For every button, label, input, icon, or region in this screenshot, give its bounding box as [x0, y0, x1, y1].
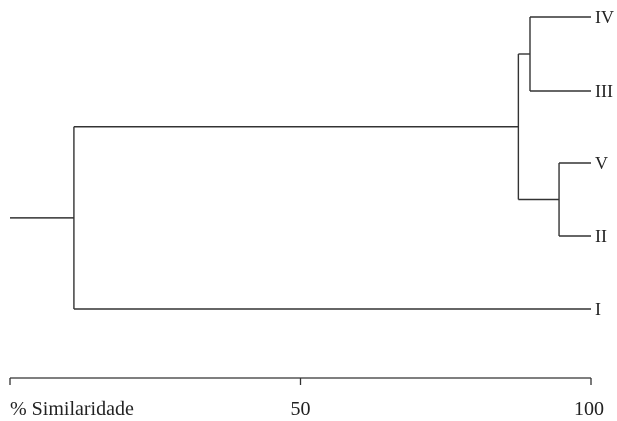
- leaf-label-iii: III: [595, 81, 613, 101]
- leaf-label-i: I: [595, 299, 601, 319]
- leaf-label-iv: IV: [595, 7, 614, 27]
- axis-tick-label-100: 100: [574, 398, 604, 420]
- axis-title: % Similaridade: [10, 398, 134, 420]
- leaf-label-v: V: [595, 153, 608, 173]
- axis-tick-label-50: 50: [291, 398, 311, 420]
- similarity-axis: % Similaridade 50 100: [9, 377, 604, 420]
- dendrogram-tree: [10, 16, 591, 310]
- leaf-label-ii: II: [595, 226, 607, 246]
